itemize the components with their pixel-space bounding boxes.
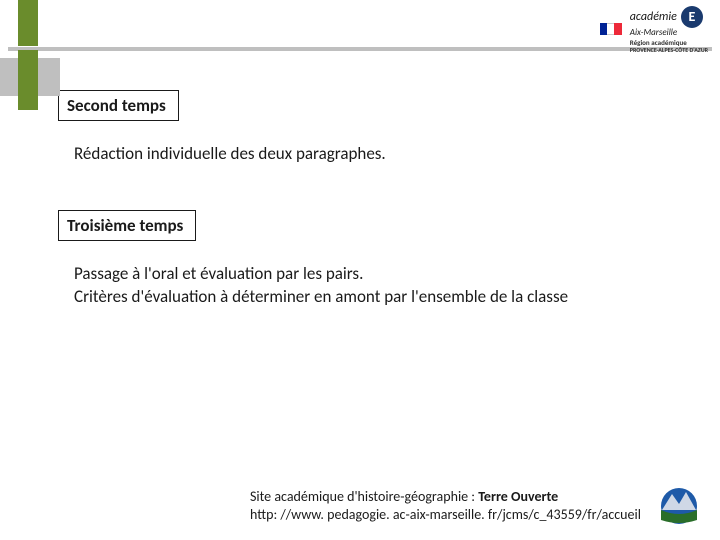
section-body-1: Rédaction individuelle des deux paragrap… (74, 143, 680, 166)
terre-ouverte-logo-icon (652, 480, 706, 524)
body2-line2: Critères d'évaluation à déterminer en am… (74, 286, 568, 307)
footer-text: Site académique d'histoire-géographie : … (250, 488, 706, 524)
left-accent-bar (18, 50, 38, 110)
e-circle-icon: E (681, 6, 703, 28)
body2-line1: Passage à l'oral et évaluation par les p… (74, 263, 363, 284)
section-title-troisieme-temps: Troisième temps (58, 210, 196, 241)
academie-label: académie (630, 10, 677, 24)
section-title-second-temps: Second temps (58, 90, 179, 121)
section-body-2: Passage à l'oral et évaluation par les p… (74, 263, 680, 309)
footer-prefix: Site académique d'histoire-géographie : (250, 488, 478, 505)
french-flag-icon (600, 23, 622, 37)
footer-url: http: //www. pedagogie. ac-aix-marseille… (250, 506, 641, 523)
academie-logo: académie E Aix-Marseille Région académiq… (630, 6, 708, 54)
header-logo-area: académie E Aix-Marseille Région académiq… (600, 6, 708, 54)
main-content: Second temps Rédaction individuelle des … (58, 90, 680, 309)
footer: Site académique d'histoire-géographie : … (0, 488, 720, 524)
footer-site-name: Terre Ouverte (478, 488, 558, 505)
left-accent-bar (18, 0, 38, 46)
region-name: PROVENCE-ALPES-CÔTE D'AZUR (630, 47, 708, 54)
